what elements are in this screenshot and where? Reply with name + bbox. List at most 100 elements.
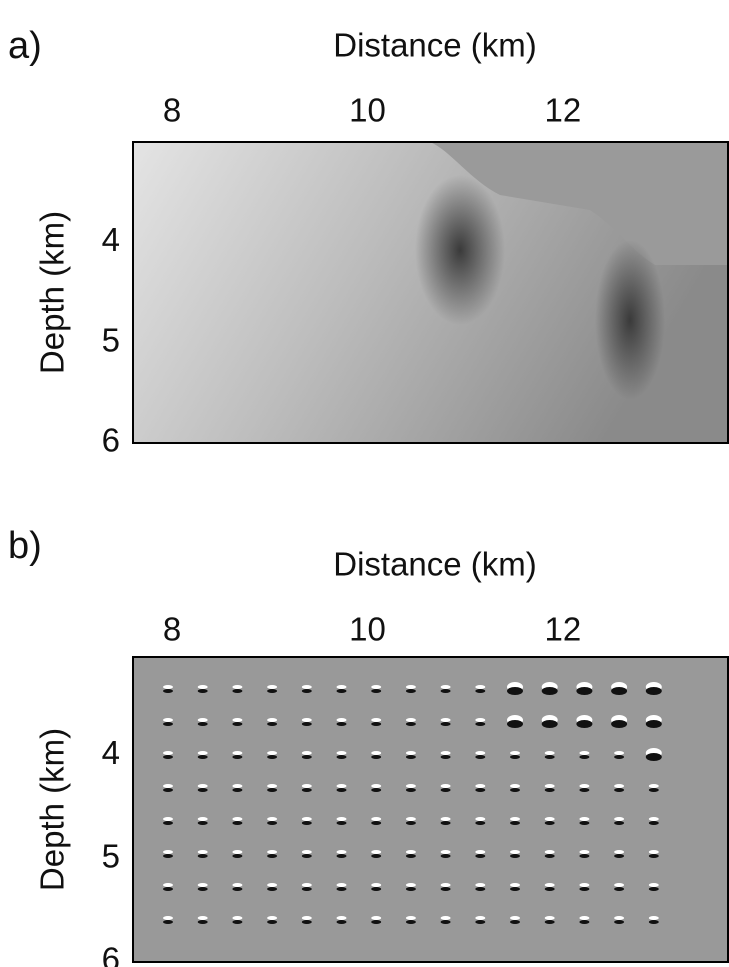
- psf-blob: [163, 722, 173, 726]
- psf-blob: [301, 718, 312, 722]
- psf-blob: [197, 916, 208, 920]
- psf-blob: [541, 687, 558, 695]
- psf-blob: [163, 883, 173, 887]
- psf-blob: [614, 751, 625, 755]
- psf-blob: [232, 685, 243, 689]
- psf-blob: [475, 854, 486, 858]
- psf-blob: [405, 854, 416, 858]
- psf-blob: [440, 722, 451, 726]
- psf-blob: [371, 751, 382, 755]
- psf-blob: [232, 887, 243, 891]
- psf-blob: [301, 850, 312, 854]
- psf-blob: [645, 753, 662, 761]
- psf-blob: [371, 755, 382, 759]
- psf-blob: [197, 854, 208, 858]
- psf-blob: [614, 784, 625, 788]
- psf-blob: [614, 916, 625, 920]
- psf-blob: [371, 689, 382, 693]
- psf-blob: [301, 821, 312, 825]
- psf-blob: [267, 722, 278, 726]
- psf-blob: [544, 784, 555, 788]
- psf-blob: [579, 850, 590, 854]
- psf-blob: [301, 916, 312, 920]
- psf-blob: [163, 817, 173, 821]
- psf-blob: [163, 718, 173, 722]
- psf-blob: [475, 685, 486, 689]
- psf-blob: [405, 850, 416, 854]
- psf-blob: [544, 916, 555, 920]
- psf-blob: [371, 784, 382, 788]
- psf-blob: [440, 784, 451, 788]
- psf-blob: [371, 817, 382, 821]
- psf-blob: [232, 722, 243, 726]
- y-axis-label: Depth (km): [34, 211, 71, 374]
- psf-blob: [301, 722, 312, 726]
- psf-blob: [197, 685, 208, 689]
- y-tick-label: 4: [102, 221, 120, 258]
- psf-blob: [163, 788, 173, 792]
- psf-blob: [405, 689, 416, 693]
- psf-blob: [475, 817, 486, 821]
- psf-blob: [197, 784, 208, 788]
- psf-blob: [336, 784, 347, 788]
- psf-blob: [405, 883, 416, 887]
- psf-blob: [267, 883, 278, 887]
- x-tick-label: 8: [163, 611, 181, 648]
- psf-blob: [440, 685, 451, 689]
- psf-blob: [579, 887, 590, 891]
- psf-blob: [405, 916, 416, 920]
- psf-blob: [371, 887, 382, 891]
- psf-blob: [614, 821, 625, 825]
- psf-blob: [510, 883, 520, 887]
- psf-blob: [541, 720, 558, 728]
- psf-blob: [648, 920, 659, 924]
- psf-blob: [301, 689, 312, 693]
- psf-blob: [267, 784, 278, 788]
- psf-blob: [371, 920, 382, 924]
- psf-blob: [475, 883, 486, 887]
- panel: a) Distance (km) Depth (km) 8 10 12 4 5 6: [8, 25, 729, 459]
- psf-blob: [648, 850, 659, 854]
- psf-blob: [197, 722, 208, 726]
- psf-blob: [405, 887, 416, 891]
- psf-blob: [611, 687, 628, 695]
- psf-blob: [163, 821, 173, 825]
- psf-blob: [336, 718, 347, 722]
- psf-blob: [579, 883, 590, 887]
- psf-blob: [544, 751, 555, 755]
- psf-blob: [544, 920, 555, 924]
- panel-label: b): [8, 525, 42, 567]
- psf-blob: [267, 920, 278, 924]
- psf-blob: [544, 817, 555, 821]
- psf-blob: [544, 883, 555, 887]
- psf-blob: [267, 854, 278, 858]
- psf-blob: [648, 784, 659, 788]
- psf-blob: [232, 916, 243, 920]
- panel-label: a): [8, 25, 42, 67]
- psf-blob: [648, 817, 659, 821]
- psf-blob: [405, 817, 416, 821]
- psf-blob: [267, 887, 278, 891]
- psf-blob: [510, 755, 520, 759]
- psf-blob: [648, 788, 659, 792]
- psf-blob: [301, 784, 312, 788]
- psf-blob: [371, 916, 382, 920]
- psf-blob: [405, 751, 416, 755]
- psf-blob: [576, 687, 593, 695]
- psf-blob: [544, 887, 555, 891]
- psf-blob: [440, 751, 451, 755]
- psf-blob: [579, 854, 590, 858]
- psf-blob: [475, 689, 486, 693]
- x-axis-label: Distance (km): [333, 27, 537, 64]
- psf-blob: [510, 854, 520, 858]
- panel: b) Distance (km) Depth (km) 8 10 12 4 5 6: [8, 525, 729, 967]
- y-tick-label: 6: [102, 422, 120, 459]
- psf-blob: [440, 850, 451, 854]
- psf-blob: [301, 854, 312, 858]
- psf-blob: [267, 751, 278, 755]
- psf-blob: [371, 821, 382, 825]
- x-tick-label: 10: [349, 92, 386, 129]
- y-tick-label: 4: [102, 734, 120, 771]
- psf-blob: [336, 788, 347, 792]
- psf-blob: [579, 916, 590, 920]
